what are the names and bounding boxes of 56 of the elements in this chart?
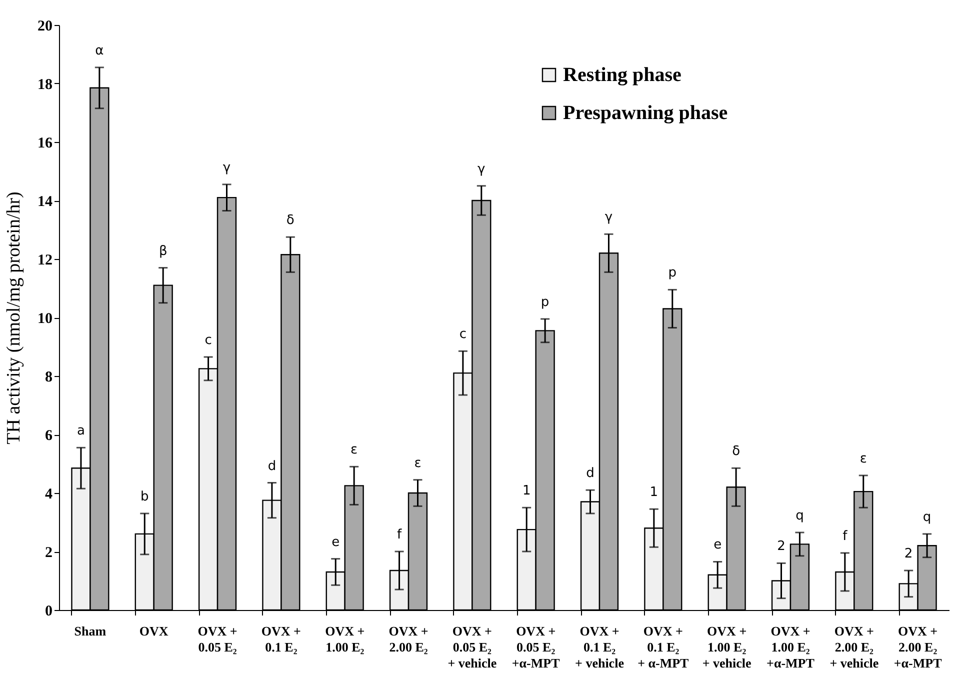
annotation: f [842, 528, 848, 544]
annotation: q [796, 508, 804, 524]
x-tick-label: OVX + 0.05 E₂ + vehicle [448, 624, 497, 670]
y-tick-label: 14 [38, 194, 53, 210]
annotation: f [396, 528, 402, 542]
x-tick-label: OVX + 1.00 E₂ + vehicle [702, 624, 752, 670]
annotation: ε [350, 442, 358, 458]
annotation: γ [222, 160, 231, 176]
annotation: c [459, 327, 467, 342]
annotation: p [540, 294, 550, 310]
annotation: d [268, 458, 276, 474]
x-tick-label: OVX + 2.00 E₂ + vehicle [830, 624, 879, 670]
x-tick-label: OVX + 0.1 E₂ + vehicle [575, 624, 624, 670]
x-tick-label: OVX + 1.00 E₂ [325, 624, 365, 654]
annotation: c [204, 332, 212, 348]
y-tick-label: 2 [45, 545, 52, 561]
annotation: a [76, 424, 85, 439]
y-tick-label: 18 [38, 77, 52, 93]
annotation: e [714, 538, 722, 553]
x-tick-label: OVX + 2.00 E₂ [388, 624, 428, 654]
annotation: α [95, 43, 104, 58]
annotation: β [158, 244, 168, 259]
y-tick-label: 6 [45, 428, 53, 444]
annotation: q [922, 510, 932, 525]
annotation: p [668, 266, 677, 281]
x-tick-label: OVX + 0.1 E₂ [261, 624, 301, 654]
y-tick-label: 16 [38, 136, 53, 152]
annotation: e [332, 534, 340, 550]
annotation: 2 [777, 539, 786, 554]
x-tick-label: OVX + 0.1 E₂ + α-MPT [638, 624, 690, 670]
annotation: 1 [650, 485, 658, 500]
annotation: ε [414, 456, 422, 471]
y-tick-label: 4 [45, 486, 53, 502]
y-axis-title: TH activity (nmol/mg protein/hr) [4, 192, 24, 444]
annotation: 1 [522, 484, 531, 499]
legend-label: Resting phase [563, 64, 682, 86]
annotation: δ [732, 444, 740, 460]
x-tick-label: OVX + 0.05 E₂ [198, 624, 238, 654]
annotation: 2 [904, 546, 913, 562]
y-tick-label: 10 [38, 311, 52, 327]
x-tick-label: Sham [74, 624, 106, 638]
annotation: ε [860, 451, 867, 466]
y-tick-label: 0 [45, 604, 52, 620]
annotation: γ [604, 210, 613, 226]
x-tick-label: OVX + 1.00 E₂ +α-MPT [766, 624, 815, 670]
y-tick-label: 20 [38, 18, 52, 34]
x-tick-label: OVX [139, 624, 169, 638]
y-tick-label: 8 [45, 370, 52, 386]
annotation: δ [286, 213, 294, 228]
x-tick-label: OVX + 0.05 E₂ +α-MPT [512, 624, 560, 670]
x-tick-label: OVX + 2.00 E₂ +α-MPT [894, 624, 942, 670]
annotation: b [140, 489, 149, 504]
annotation: d [586, 466, 594, 482]
y-tick-label: 12 [38, 252, 52, 268]
annotation: γ [478, 162, 486, 177]
legend-label: Prespawning phase [563, 102, 728, 124]
